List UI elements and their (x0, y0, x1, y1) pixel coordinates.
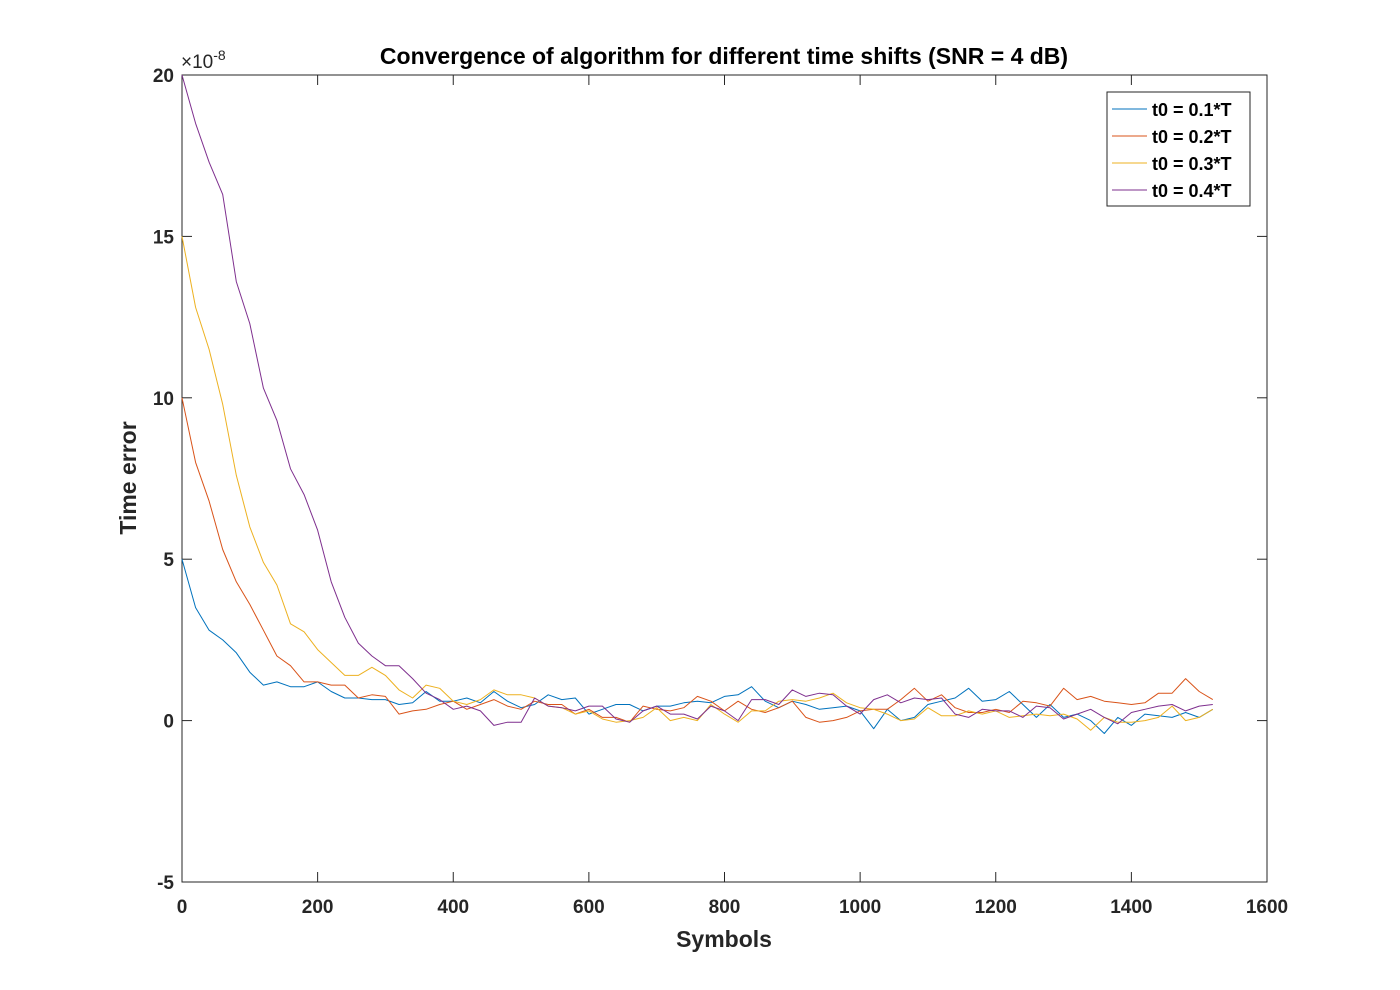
y-tick-labels: -5 0 5 10 15 20 (153, 66, 175, 894)
y-tick-label: -5 (157, 873, 174, 894)
chart-title: Convergence of algorithm for different t… (380, 43, 1068, 69)
x-tick-label: 1200 (975, 897, 1017, 918)
x-axis-label: Symbols (676, 926, 772, 952)
x-tick-label: 0 (177, 897, 188, 918)
y-tick-label: 0 (163, 712, 174, 733)
y-tick-label: 10 (153, 389, 174, 410)
series-line-4 (181, 74, 1213, 726)
x-tick-label: 200 (302, 897, 334, 918)
axis-ticks (181, 74, 1268, 883)
series-lines (181, 74, 1214, 734)
x-tick-label: 800 (709, 897, 741, 918)
x-tick-label: 1400 (1110, 897, 1152, 918)
legend-label-t0-0.2: t0 = 0.2*T (1152, 127, 1232, 147)
plot-area (181, 74, 1268, 883)
series-line-2 (181, 397, 1214, 723)
x-tick-label: 1600 (1246, 897, 1288, 918)
x-tick-labels: 0 200 400 600 800 1000 1200 1400 1600 (177, 897, 1288, 918)
y-tick-label: 20 (153, 66, 174, 87)
x-tick-label: 600 (573, 897, 605, 918)
legend-label-t0-0.4: t0 = 0.4*T (1152, 181, 1232, 201)
legend-label-t0-0.3: t0 = 0.3*T (1152, 154, 1232, 174)
y-exponent-label: ×10-8 (181, 47, 226, 73)
y-tick-label: 15 (153, 227, 175, 248)
x-tick-label: 1000 (839, 897, 881, 918)
series-line-3 (181, 236, 1214, 731)
y-axis-label: Time error (115, 421, 141, 534)
series-line-1 (181, 559, 1214, 734)
y-exponent-power: -8 (213, 47, 226, 63)
y-exponent-base: ×10 (181, 52, 213, 73)
legend-box (1106, 91, 1251, 207)
y-tick-label: 5 (163, 550, 174, 571)
x-tick-label: 400 (437, 897, 469, 918)
legend: t0 = 0.1*T t0 = 0.2*T t0 = 0.3*T t0 = 0.… (1106, 91, 1251, 207)
legend-label-t0-0.1: t0 = 0.1*T (1152, 100, 1232, 120)
